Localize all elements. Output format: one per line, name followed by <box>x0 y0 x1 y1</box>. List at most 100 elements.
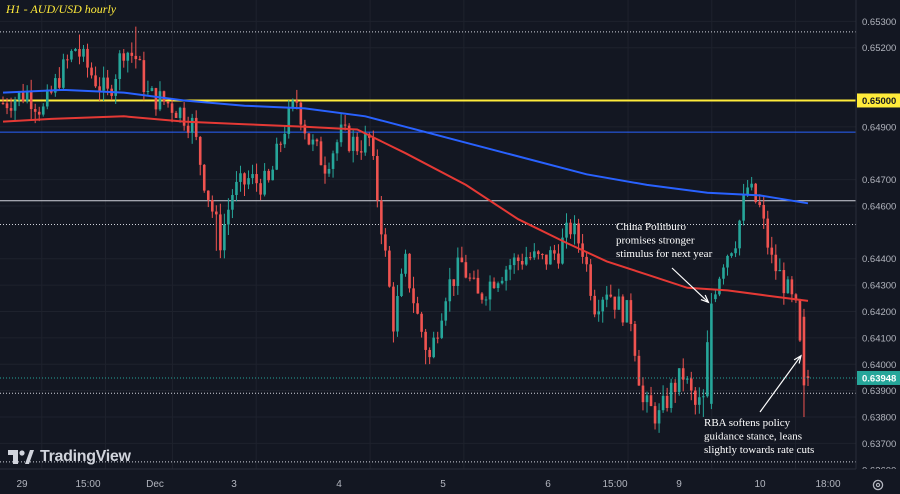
candle-body <box>98 86 101 91</box>
candle-body <box>621 296 625 323</box>
candle-body <box>452 279 456 286</box>
candle-body <box>742 195 745 221</box>
candle-body <box>339 124 343 143</box>
tradingview-logo: TradingView <box>8 448 131 466</box>
candle-body <box>798 300 802 341</box>
candle-body <box>545 254 548 265</box>
candle-body <box>512 257 516 266</box>
candle-body <box>661 395 665 411</box>
candle-body <box>597 311 600 315</box>
candle-body <box>33 109 37 112</box>
logo-text: TradingView <box>40 448 131 465</box>
candle-body <box>424 331 427 350</box>
candle-body <box>295 100 299 103</box>
annotation-text: China Politburo <box>616 221 686 233</box>
candle-body <box>585 256 588 265</box>
candle-body <box>90 67 93 76</box>
candle-body <box>118 53 122 79</box>
candle-body <box>806 376 810 378</box>
candle-body <box>750 183 753 188</box>
candle-body <box>215 211 218 215</box>
candle-body <box>396 296 399 332</box>
price-axis[interactable]: 0.65300 0.65200 0.65000 0.64900 0.64700 0.646… <box>0 0 900 476</box>
candle-body <box>448 279 452 302</box>
candle-body <box>114 78 117 96</box>
candle-body <box>790 279 794 295</box>
time-tick-label: 3 <box>231 479 237 490</box>
moving-average-line <box>2 88 809 205</box>
candle-body <box>488 281 492 300</box>
candle-body <box>504 269 508 281</box>
candle-body <box>786 279 790 294</box>
price-level-tag[interactable] <box>857 93 900 108</box>
time-tick-label: 5 <box>440 479 446 490</box>
candle-body <box>190 117 194 133</box>
candle-body <box>13 100 17 111</box>
candle-body <box>484 299 488 301</box>
time-tick-label: Dec <box>146 479 164 490</box>
price-tick-label: 0.64300 <box>862 281 896 292</box>
candle-body <box>41 106 45 115</box>
moving-average-line <box>2 115 809 302</box>
candle-body <box>533 251 536 258</box>
settings-gear-icon[interactable] <box>871 478 885 492</box>
candle-body <box>142 60 146 92</box>
candle-body <box>138 59 142 61</box>
candle-body <box>126 52 130 61</box>
candle-body <box>649 395 653 407</box>
candle-body <box>408 253 411 289</box>
candle-body <box>102 77 105 91</box>
time-axis[interactable]: 29 15:00 Dec 3 4 5 6 15:00 9 10 18:00 <box>0 468 900 494</box>
candle-body <box>573 223 576 235</box>
candle-body <box>74 49 77 51</box>
current-price-label: 0.63948 <box>862 373 896 384</box>
candle-body <box>5 103 9 109</box>
annotation-arrow-line <box>759 355 802 413</box>
candle-body <box>677 368 681 392</box>
candle-body <box>363 134 367 153</box>
candle-body <box>331 153 335 169</box>
candle-body <box>335 142 339 154</box>
candle-body <box>9 108 13 111</box>
candle-body <box>283 133 287 145</box>
candle-body <box>412 288 415 304</box>
candle-body <box>444 301 448 321</box>
candle-body <box>734 248 737 254</box>
candle-body <box>255 174 258 184</box>
candle-body <box>29 90 33 110</box>
time-tick-label: 29 <box>16 479 28 490</box>
annotation-text: stimulus for next year <box>616 248 713 260</box>
time-tick-label: 15:00 <box>75 479 100 490</box>
candle-body <box>496 283 500 289</box>
annotation-text: slightly towards rate cuts <box>704 444 814 456</box>
candle-body <box>665 395 669 408</box>
candle-body <box>178 107 182 118</box>
candle-body <box>1 103 5 105</box>
annotation-text: promises stronger <box>616 235 695 247</box>
candle-body <box>315 139 319 142</box>
candle-body <box>710 303 713 404</box>
candle-body <box>637 355 641 386</box>
candle-body <box>766 218 770 248</box>
candle-body <box>219 214 222 251</box>
price-tick-label: 0.64700 <box>862 175 896 186</box>
candle-body <box>162 91 166 102</box>
tradingview-logo-icon <box>8 450 34 464</box>
candle-body <box>758 202 761 206</box>
candle-body <box>146 90 150 92</box>
candle-body <box>565 222 568 238</box>
candle-body <box>541 254 544 256</box>
candle-body <box>738 220 741 249</box>
candle-body <box>25 90 29 102</box>
candle-body <box>82 48 85 57</box>
candle-body <box>726 255 729 268</box>
current-price-tag[interactable] <box>857 370 900 385</box>
candle-body <box>468 277 472 279</box>
candle-body <box>633 323 637 356</box>
candle-body <box>134 55 138 60</box>
candle-body <box>714 294 717 300</box>
candle-body <box>186 125 190 133</box>
candle-body <box>384 234 387 251</box>
chart-title: H1 - AUD/USD hourly <box>6 2 117 16</box>
